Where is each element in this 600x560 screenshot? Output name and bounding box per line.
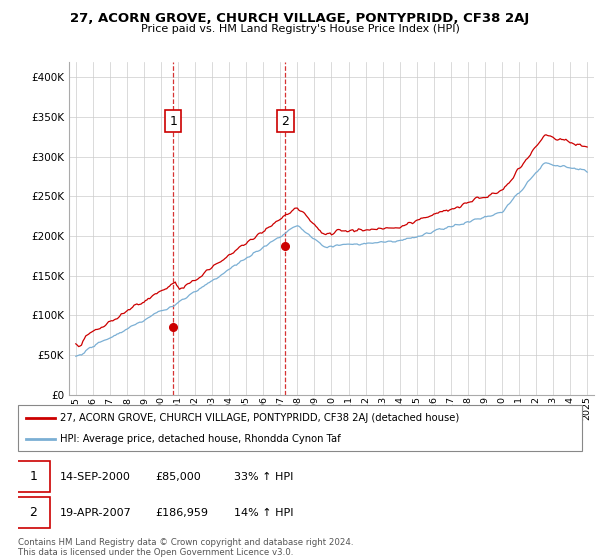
Text: 33% ↑ HPI: 33% ↑ HPI <box>234 472 293 482</box>
Text: 2: 2 <box>29 506 37 519</box>
Text: £186,959: £186,959 <box>155 508 208 518</box>
FancyBboxPatch shape <box>18 405 582 451</box>
Text: 14% ↑ HPI: 14% ↑ HPI <box>234 508 293 518</box>
Text: Price paid vs. HM Land Registry's House Price Index (HPI): Price paid vs. HM Land Registry's House … <box>140 24 460 34</box>
Text: £85,000: £85,000 <box>155 472 200 482</box>
Text: 19-APR-2007: 19-APR-2007 <box>59 508 131 518</box>
Text: HPI: Average price, detached house, Rhondda Cynon Taf: HPI: Average price, detached house, Rhon… <box>60 434 341 444</box>
FancyBboxPatch shape <box>16 461 50 492</box>
Text: 14-SEP-2000: 14-SEP-2000 <box>59 472 130 482</box>
Text: 2: 2 <box>281 115 289 128</box>
Text: 27, ACORN GROVE, CHURCH VILLAGE, PONTYPRIDD, CF38 2AJ (detached house): 27, ACORN GROVE, CHURCH VILLAGE, PONTYPR… <box>60 413 460 423</box>
Text: 27, ACORN GROVE, CHURCH VILLAGE, PONTYPRIDD, CF38 2AJ: 27, ACORN GROVE, CHURCH VILLAGE, PONTYPR… <box>70 12 530 25</box>
Text: 1: 1 <box>29 470 37 483</box>
Text: Contains HM Land Registry data © Crown copyright and database right 2024.
This d: Contains HM Land Registry data © Crown c… <box>18 538 353 557</box>
FancyBboxPatch shape <box>16 497 50 529</box>
Text: 1: 1 <box>169 115 177 128</box>
